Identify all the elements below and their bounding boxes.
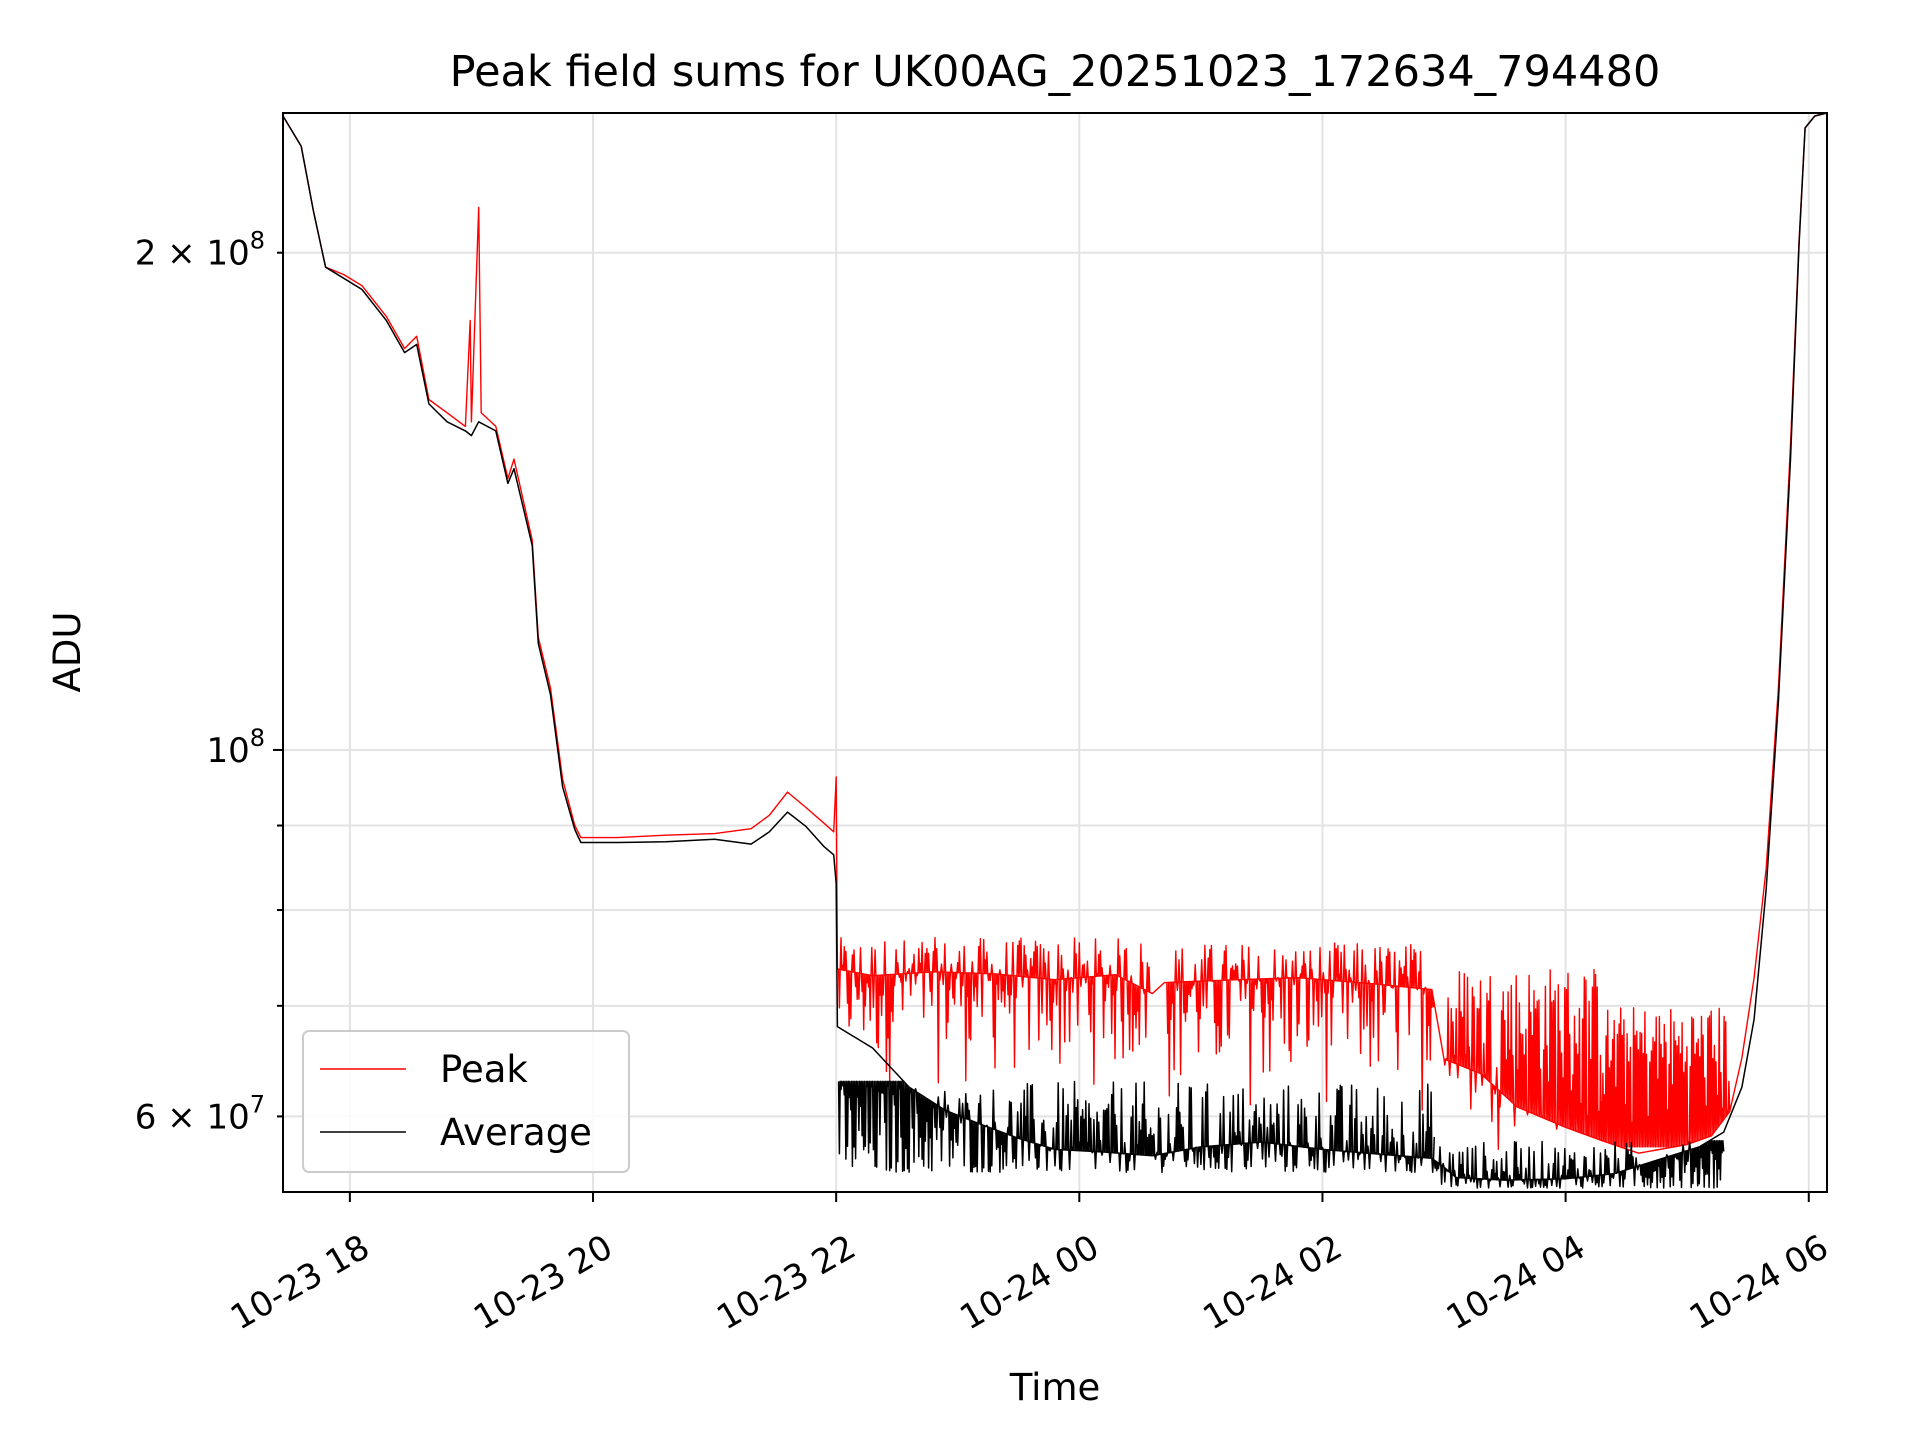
y-axis-label: ADU (46, 612, 89, 693)
series-line-average (282, 112, 1828, 1189)
y-tick-base: 10 (206, 234, 249, 274)
y-tick-label: 108 (206, 724, 265, 771)
y-tick-exponent: 8 (250, 724, 265, 752)
legend-label-peak: Peak (440, 1048, 528, 1091)
y-tick-label: 2 × 108 (135, 227, 265, 274)
y-tick-exponent: 8 (250, 227, 265, 255)
y-tick-base: 10 (206, 731, 249, 771)
series-line-peak (282, 112, 1828, 1154)
y-tick-label: 6 × 107 (135, 1090, 265, 1137)
legend: Peak Average (302, 1030, 630, 1173)
series-layer (282, 112, 1828, 1189)
grid (283, 113, 1827, 1192)
y-tick-times-sign: × (156, 1097, 206, 1137)
plot-area-frame (282, 112, 1828, 1193)
legend-box (302, 1030, 630, 1173)
y-tick-times-sign: × (156, 234, 206, 274)
legend-label-average: Average (440, 1111, 592, 1154)
y-tick-mantissa: 6 (135, 1097, 157, 1137)
y-tick-exponent: 7 (250, 1090, 265, 1118)
chart-title: Peak field sums for UK00AG_20251023_1726… (450, 47, 1661, 97)
y-tick-base: 10 (206, 1097, 249, 1137)
y-tick-mantissa: 2 (135, 234, 157, 274)
x-axis-label: Time (1009, 1366, 1101, 1409)
